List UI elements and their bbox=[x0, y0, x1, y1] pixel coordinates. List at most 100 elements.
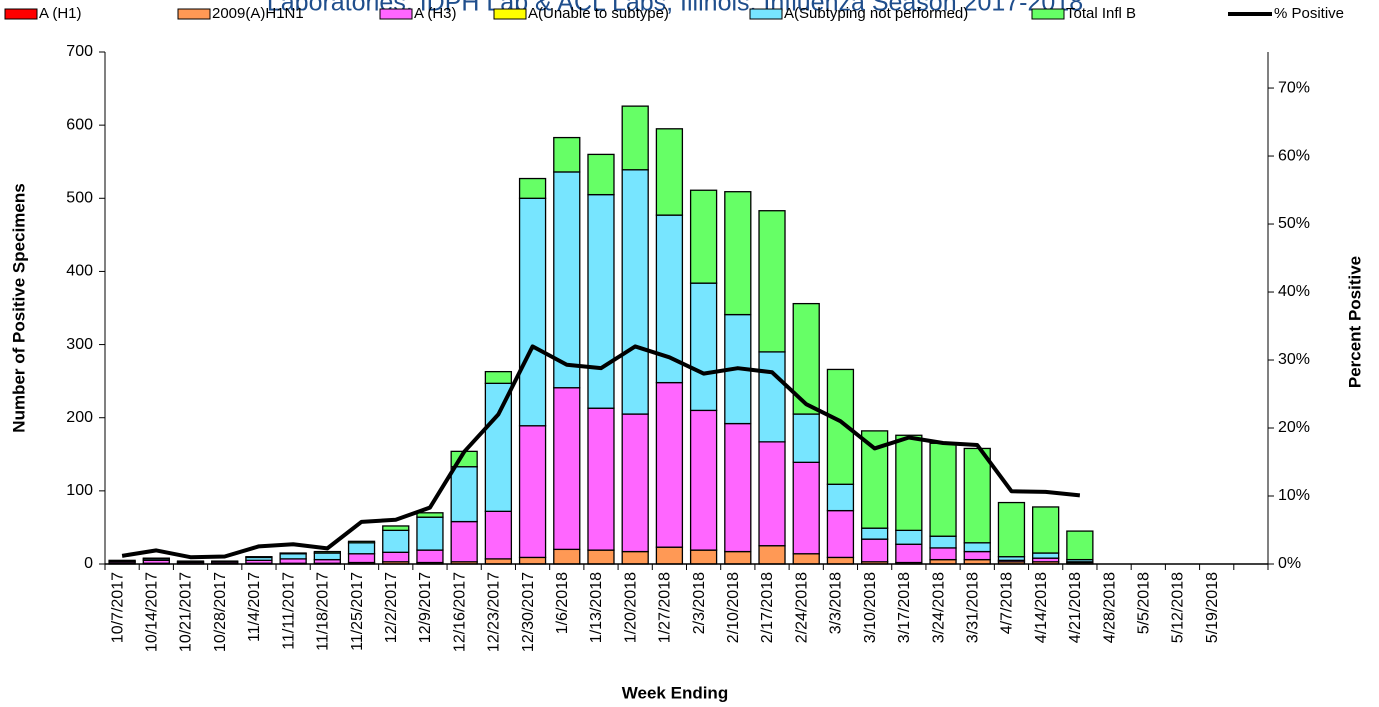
bar-segment bbox=[621, 105, 649, 171]
bar-segment bbox=[587, 549, 615, 565]
bar-segment bbox=[1032, 506, 1060, 554]
y-tick-label: 0 bbox=[84, 555, 93, 572]
x-tick-label: 11/11/2017 bbox=[280, 572, 297, 650]
bar-segment bbox=[655, 128, 684, 216]
bar-segment bbox=[553, 171, 581, 389]
bar-segment bbox=[484, 510, 513, 560]
x-tick-label: 4/7/2018 bbox=[999, 572, 1016, 634]
y-axis-title: Number of Positive Specimens bbox=[9, 183, 28, 432]
bar-segment bbox=[621, 550, 649, 565]
bar-segment bbox=[347, 542, 376, 555]
bar-segment bbox=[313, 550, 341, 554]
bar-segment bbox=[553, 136, 581, 173]
bar-segment bbox=[758, 441, 786, 547]
bar-segment bbox=[142, 557, 170, 560]
legend-label: A(Subtyping not performed) bbox=[784, 5, 968, 22]
x-tick-label: 12/2/2017 bbox=[383, 572, 400, 643]
bar-segment bbox=[758, 210, 786, 353]
bar-segment bbox=[484, 370, 513, 384]
legend-swatch bbox=[4, 8, 38, 20]
legend-swatch bbox=[177, 8, 211, 20]
bar-segment bbox=[826, 556, 855, 565]
bar-segment bbox=[1032, 552, 1060, 559]
bar-segment bbox=[245, 556, 273, 559]
bar-segment bbox=[895, 434, 923, 532]
bar-segment bbox=[689, 282, 718, 412]
bar-segment bbox=[587, 407, 615, 551]
bar-segment bbox=[382, 529, 410, 553]
y-tick-label: 500 bbox=[66, 190, 93, 207]
legend-swatch bbox=[493, 8, 527, 20]
legend-label: A (H3) bbox=[414, 5, 457, 22]
bar-segment bbox=[518, 177, 547, 199]
x-tick-label: 12/30/2017 bbox=[520, 572, 537, 652]
bar-segment bbox=[689, 409, 718, 551]
bar-segment bbox=[347, 553, 376, 564]
x-axis-title: Week Ending bbox=[622, 683, 728, 702]
bar-segment bbox=[826, 509, 855, 559]
bar-segment bbox=[518, 556, 547, 565]
x-tick-label: 2/10/2018 bbox=[725, 572, 742, 643]
x-tick-label: 5/12/2018 bbox=[1170, 572, 1187, 643]
legend-label: Total Infl B bbox=[1066, 5, 1136, 22]
bar-segment bbox=[416, 516, 444, 551]
y-tick-label: 200 bbox=[66, 409, 93, 426]
bar-segment bbox=[655, 546, 684, 565]
bar-segment bbox=[655, 381, 684, 548]
bar-segment bbox=[1066, 530, 1094, 561]
bar-segment bbox=[929, 442, 957, 537]
y2-tick-label: 10% bbox=[1278, 487, 1310, 504]
x-tick-label: 1/6/2018 bbox=[554, 572, 571, 634]
bar-segment bbox=[553, 548, 581, 565]
y-tick-label: 300 bbox=[66, 336, 93, 353]
y2-tick-label: 50% bbox=[1278, 215, 1310, 232]
legend-label: A (H1) bbox=[39, 5, 82, 22]
bar-segment bbox=[450, 466, 478, 523]
x-tick-label: 5/19/2018 bbox=[1204, 572, 1221, 643]
bar-segment bbox=[279, 552, 307, 555]
x-tick-label: 10/28/2017 bbox=[212, 572, 229, 652]
y-tick-label: 700 bbox=[66, 43, 93, 60]
bar-segment bbox=[792, 553, 820, 565]
legend-label: A(Unable to subtype) bbox=[528, 5, 669, 22]
bar-segment bbox=[382, 525, 410, 532]
x-tick-label: 11/18/2017 bbox=[315, 572, 332, 651]
x-tick-label: 3/17/2018 bbox=[896, 572, 913, 643]
bar-segment bbox=[963, 447, 991, 544]
x-tick-label: 11/25/2017 bbox=[349, 572, 366, 651]
x-tick-label: 2/17/2018 bbox=[759, 572, 776, 643]
bar-segment bbox=[758, 351, 786, 443]
bar-segment bbox=[416, 512, 444, 518]
bar-segment bbox=[860, 527, 889, 540]
bar-segment bbox=[997, 501, 1026, 558]
x-tick-label: 1/20/2018 bbox=[622, 572, 639, 643]
bar-segment bbox=[621, 413, 649, 553]
bar-segment bbox=[758, 545, 786, 565]
legend-label: 2009(A)H1N1 bbox=[212, 5, 304, 22]
bar-segment bbox=[279, 553, 307, 560]
x-tick-label: 4/28/2018 bbox=[1101, 572, 1118, 643]
y2-tick-label: 40% bbox=[1278, 283, 1310, 300]
bar-segment bbox=[382, 551, 410, 563]
x-tick-label: 4/14/2018 bbox=[1033, 572, 1050, 643]
y2-axis-title: Percent Positive bbox=[1345, 256, 1364, 388]
bar-segment bbox=[416, 549, 444, 564]
y-tick-label: 100 bbox=[66, 482, 93, 499]
bar-segment bbox=[553, 387, 581, 551]
line-series bbox=[121, 344, 1081, 560]
x-tick-label: 12/9/2017 bbox=[417, 572, 434, 643]
x-tick-label: 10/14/2017 bbox=[144, 572, 161, 652]
bar-segment bbox=[895, 543, 923, 564]
bar-segment bbox=[963, 550, 991, 561]
x-tick-label: 3/24/2018 bbox=[930, 572, 947, 643]
bar-segment bbox=[826, 483, 855, 512]
bar-segment bbox=[724, 550, 752, 565]
bar-segment bbox=[929, 547, 957, 561]
bar-segment bbox=[689, 549, 718, 565]
x-tick-label: 10/21/2017 bbox=[178, 572, 195, 652]
legend-swatch bbox=[379, 8, 413, 20]
bar-segment bbox=[313, 552, 341, 561]
bar-segment bbox=[621, 169, 649, 415]
x-tick-label: 12/23/2017 bbox=[486, 572, 503, 652]
